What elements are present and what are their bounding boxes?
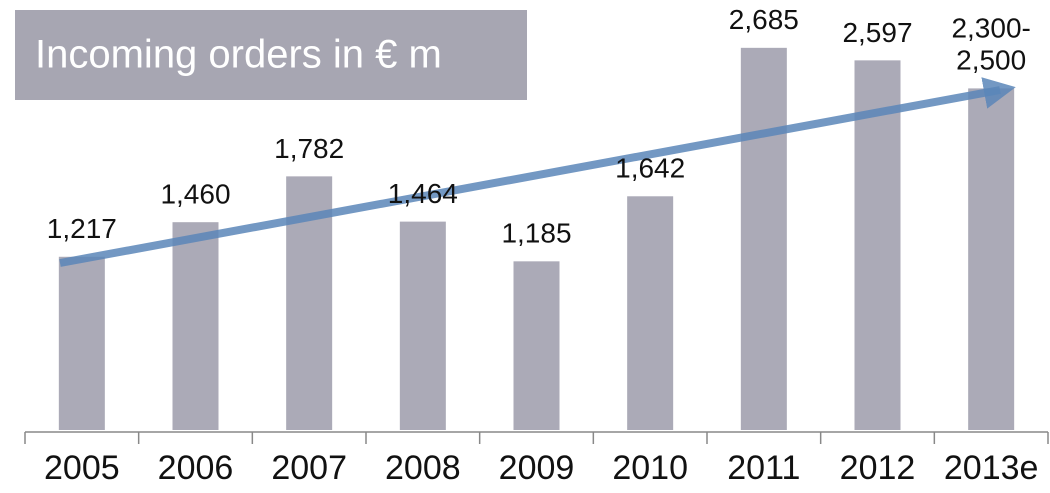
value-label: 1,782 bbox=[274, 133, 344, 164]
value-label: 1,642 bbox=[615, 153, 685, 184]
trend-arrow bbox=[59, 77, 1016, 267]
bar bbox=[399, 221, 446, 430]
value-label: 2,597 bbox=[842, 17, 912, 48]
x-tick-label: 2011 bbox=[727, 449, 800, 487]
x-tick-label: 2005 bbox=[44, 449, 120, 487]
bar bbox=[513, 261, 560, 430]
x-tick-label: 2010 bbox=[612, 449, 688, 487]
value-label-line: 2,300- bbox=[951, 13, 1030, 44]
x-tick-label: 2006 bbox=[158, 449, 234, 487]
bar bbox=[968, 88, 1015, 431]
value-label: 1,185 bbox=[501, 218, 571, 249]
chart-title: Incoming orders in € m bbox=[35, 33, 442, 77]
bar bbox=[627, 196, 674, 430]
x-tick-label: 2013e bbox=[944, 449, 1039, 487]
value-label: 1,460 bbox=[160, 179, 230, 210]
value-label: 2,685 bbox=[729, 4, 799, 35]
x-tick-label: 2008 bbox=[385, 449, 461, 487]
bar bbox=[854, 60, 901, 431]
bar bbox=[172, 222, 219, 430]
x-tick-label: 2009 bbox=[499, 449, 575, 487]
value-label: 1,464 bbox=[388, 178, 458, 209]
bar bbox=[58, 256, 105, 430]
x-tick-label: 2007 bbox=[271, 449, 347, 487]
x-tick-label: 2012 bbox=[840, 449, 916, 487]
value-label-line: 2,500 bbox=[956, 45, 1026, 76]
bars bbox=[58, 47, 1015, 431]
value-label: 1,217 bbox=[47, 213, 117, 244]
title-box bbox=[15, 10, 527, 100]
bar bbox=[740, 47, 787, 431]
value-label: 2,300-2,500 bbox=[951, 13, 1030, 76]
